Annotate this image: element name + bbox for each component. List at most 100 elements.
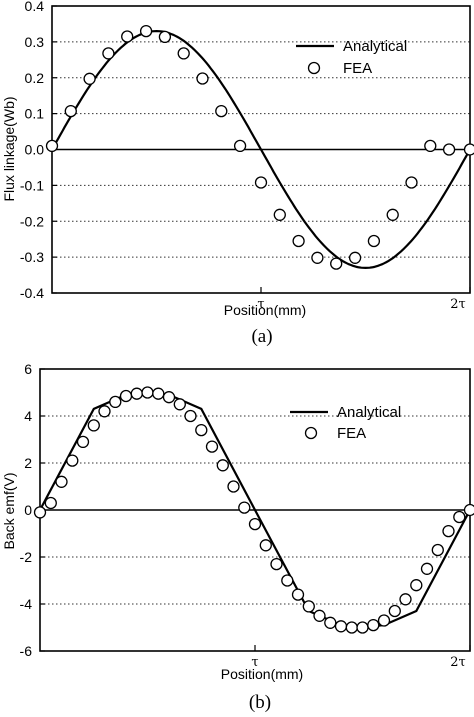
- y-ticks-a: 0.4 0.3 0.2 0.1 0.0 -0.1 -0.2 -0.3 -0.4: [20, 0, 57, 301]
- fea-point: [141, 386, 154, 399]
- fea-point: [195, 423, 208, 437]
- fea-point: [130, 387, 143, 400]
- fea-point: [254, 176, 268, 189]
- fea-point: [442, 143, 456, 156]
- fea-point: [173, 398, 186, 411]
- fea-point: [66, 454, 79, 467]
- fea-point: [420, 562, 434, 575]
- y-tick-label: 4: [24, 408, 32, 424]
- fea-point: [463, 143, 474, 156]
- fea-point: [227, 480, 240, 493]
- y-tick-label: 0.1: [25, 106, 45, 122]
- fea-point: [33, 506, 47, 519]
- legend-fea-a: FEA: [343, 60, 372, 77]
- fea-point: [431, 543, 444, 557]
- y-tick-label: 0.4: [25, 0, 45, 14]
- panel-b: 6 4 2 0 -2 -4 -6 τ 2τ Analytical FEA Back emf(V…: [1, 361, 474, 713]
- fea-point: [442, 524, 455, 538]
- y-axis-label-b: Back emf(V): [1, 472, 17, 549]
- y-tick-label: 2: [24, 455, 32, 471]
- fea-point: [177, 47, 190, 60]
- y-axis-label-a: Flux linkage(Wb): [1, 96, 17, 201]
- y-tick-label: -0.1: [20, 177, 44, 193]
- fea-point: [405, 176, 418, 189]
- fea-point: [158, 30, 172, 44]
- y-tick-label: -0.3: [20, 249, 44, 265]
- y-tick-label: -2: [20, 549, 33, 565]
- fea-point: [152, 387, 165, 400]
- fea-point: [399, 593, 412, 606]
- fea-point: [76, 435, 90, 449]
- fea-point: [83, 72, 96, 85]
- x-ticks-b: τ 2τ: [251, 645, 471, 670]
- x-axis-label-a: Position(mm): [224, 302, 306, 318]
- fea-markers-a: [45, 24, 474, 270]
- fea-point: [270, 557, 283, 571]
- y-tick-label: -4: [20, 596, 33, 612]
- fea-point: [273, 208, 286, 221]
- fea-point: [44, 496, 57, 510]
- legend-analytical-a: Analytical: [343, 38, 407, 55]
- fea-point: [377, 614, 391, 627]
- y-tick-label: -0.4: [20, 285, 44, 301]
- fea-point: [356, 621, 369, 634]
- panel-label-a: (a): [251, 326, 272, 347]
- fea-point: [205, 440, 219, 453]
- analytical-line-a: [51, 29, 471, 270]
- fea-point: [388, 604, 401, 618]
- fea-point: [109, 395, 122, 409]
- fea-point: [324, 616, 337, 629]
- legend-circle-swatch-a: [307, 61, 321, 75]
- fea-point: [216, 459, 229, 472]
- x-tick-label: τ: [251, 655, 258, 670]
- x-tick-label: 2τ: [450, 297, 465, 312]
- fea-point: [196, 72, 209, 85]
- y-tick-label: 6: [24, 361, 32, 377]
- x-tick-label: 2τ: [450, 655, 465, 670]
- y-tick-label: 0.0: [25, 142, 45, 158]
- x-tick-label: τ: [257, 297, 264, 312]
- fea-point: [98, 405, 111, 418]
- fea-point: [55, 475, 68, 488]
- fea-point: [281, 574, 294, 587]
- fea-point: [348, 251, 362, 264]
- fea-point: [102, 47, 115, 60]
- fea-point: [345, 621, 358, 634]
- panel-label-b: (b): [249, 692, 271, 713]
- fea-point: [313, 609, 326, 622]
- x-ticks-a: τ 2τ: [257, 287, 471, 312]
- fea-point: [45, 139, 59, 153]
- fea-point: [64, 104, 77, 118]
- fea-point: [386, 208, 399, 221]
- fea-point: [311, 251, 324, 264]
- y-tick-label: 0.2: [25, 70, 45, 86]
- legend-circle-swatch-b: [304, 426, 318, 440]
- fea-point: [87, 419, 100, 432]
- fea-point: [162, 391, 176, 404]
- legend-a: Analytical FEA: [296, 38, 407, 77]
- fea-point: [463, 503, 474, 517]
- fea-point: [367, 618, 380, 632]
- fea-point: [302, 600, 315, 613]
- y-tick-label: 0.3: [25, 34, 45, 50]
- fea-point: [292, 234, 305, 248]
- fea-point: [330, 257, 343, 270]
- legend-analytical-b: Analytical: [337, 404, 401, 421]
- fea-point: [424, 139, 437, 153]
- legend-b: Analytical FEA: [290, 404, 401, 442]
- fea-point: [367, 234, 381, 248]
- fea-markers-b: [33, 386, 474, 634]
- fea-point: [410, 579, 423, 592]
- y-tick-label: -6: [20, 643, 33, 659]
- fea-point: [248, 517, 262, 531]
- legend-fea-b: FEA: [337, 425, 366, 442]
- fea-point: [259, 539, 272, 552]
- x-axis-label-b: Position(mm): [221, 666, 303, 682]
- fea-point: [233, 139, 247, 153]
- fea-point: [215, 104, 228, 118]
- fea-point: [291, 588, 305, 601]
- fea-point: [121, 30, 134, 43]
- y-tick-label: -0.2: [20, 213, 44, 229]
- fea-point: [184, 409, 197, 423]
